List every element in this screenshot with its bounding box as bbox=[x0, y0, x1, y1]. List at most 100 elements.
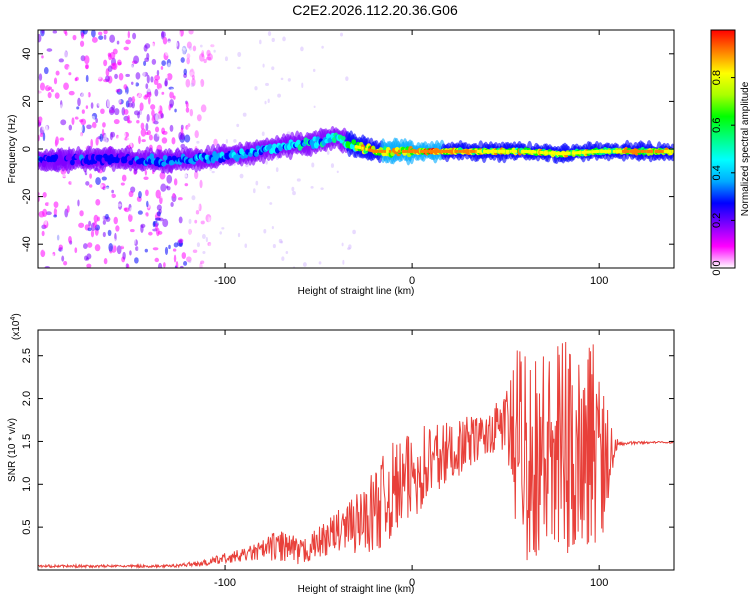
noise-blob bbox=[54, 92, 60, 99]
noise-blob bbox=[144, 248, 148, 253]
ridge-peak bbox=[564, 152, 567, 156]
noise-blob bbox=[265, 82, 269, 87]
noise-blob bbox=[188, 259, 192, 264]
noise-blob bbox=[175, 260, 179, 268]
snr-ytick-label: 2.0 bbox=[21, 391, 33, 406]
noise-blob bbox=[187, 51, 193, 57]
noise-blob bbox=[185, 244, 190, 251]
noise-blob bbox=[91, 127, 96, 136]
ridge-peak bbox=[434, 149, 438, 153]
ridge-peak bbox=[591, 150, 595, 154]
noise-blob bbox=[91, 115, 95, 121]
noise-blob bbox=[90, 230, 95, 238]
noise-blob bbox=[188, 228, 192, 235]
noise-blob bbox=[139, 234, 145, 243]
noise-blob bbox=[123, 84, 128, 90]
noise-blob bbox=[330, 163, 335, 168]
noise-blob bbox=[94, 244, 101, 252]
noise-blob bbox=[210, 186, 215, 191]
noise-blob bbox=[84, 55, 90, 65]
noise-blob bbox=[148, 231, 153, 236]
noise-blob bbox=[135, 246, 139, 251]
noise-blob bbox=[137, 210, 143, 215]
spectrogram-xlabel: Height of straight line (km) bbox=[298, 286, 415, 297]
ridge-peak bbox=[669, 149, 672, 153]
noise-blob bbox=[200, 78, 205, 88]
ridge-core bbox=[295, 139, 301, 145]
ridge-peak bbox=[413, 149, 417, 153]
noise-blob bbox=[100, 193, 104, 198]
noise-blob bbox=[47, 248, 53, 252]
noise-blob bbox=[44, 100, 51, 108]
noise-blob bbox=[150, 209, 157, 216]
ridge-peak bbox=[501, 149, 504, 153]
noise-blob bbox=[190, 232, 194, 236]
noise-blob bbox=[213, 49, 216, 53]
snr-ticks: -100 0 100 0.5 1.0 1.5 2.0 2.5 bbox=[21, 330, 674, 589]
snr-marks bbox=[38, 342, 674, 570]
ridge-peak bbox=[398, 149, 401, 153]
colorbar: 0.0 0.2 0.4 0.6 0.8 Normalized spectral ampl… bbox=[710, 29, 750, 276]
noise-blob bbox=[160, 94, 167, 103]
ridge-peak bbox=[646, 149, 650, 153]
noise-blob bbox=[144, 263, 150, 268]
ridge-core bbox=[170, 160, 176, 165]
noise-blob bbox=[115, 98, 122, 104]
noise-blob bbox=[184, 174, 188, 178]
ridge-peak bbox=[514, 149, 517, 153]
ridge-core bbox=[340, 135, 346, 141]
noise-blob bbox=[104, 134, 108, 139]
noise-blob bbox=[42, 57, 49, 65]
noise-blob bbox=[347, 247, 351, 251]
ridge-core bbox=[351, 139, 357, 145]
ridge-peak bbox=[627, 149, 630, 153]
ridge-peak bbox=[371, 149, 375, 153]
noise-blob bbox=[202, 251, 206, 254]
ridge-peak bbox=[633, 149, 637, 153]
noise-blob bbox=[169, 99, 175, 107]
noise-blob bbox=[186, 57, 190, 65]
noise-blob bbox=[79, 40, 85, 47]
noise-blob bbox=[86, 263, 92, 268]
noise-blob bbox=[90, 138, 94, 148]
ridge-peak bbox=[562, 152, 566, 156]
noise-blob bbox=[128, 97, 133, 103]
noise-blob bbox=[123, 132, 127, 138]
noise-blob bbox=[352, 229, 356, 235]
noise-blob bbox=[44, 265, 51, 268]
noise-blob bbox=[200, 143, 205, 151]
noise-blob bbox=[198, 103, 204, 111]
ridge-peak bbox=[543, 151, 546, 155]
ridge-peak bbox=[437, 149, 440, 153]
noise-blob bbox=[237, 232, 241, 238]
noise-blob bbox=[119, 67, 125, 73]
noise-blob bbox=[208, 131, 212, 136]
ridge-peak bbox=[637, 149, 641, 153]
noise-blob bbox=[296, 178, 301, 182]
noise-blob bbox=[348, 244, 352, 249]
ridge-peak bbox=[532, 150, 536, 154]
noise-blob bbox=[39, 132, 44, 138]
noise-blob bbox=[146, 74, 150, 84]
noise-blob bbox=[195, 235, 199, 245]
noise-blob bbox=[195, 80, 200, 86]
ridge-peak bbox=[603, 149, 606, 153]
noise-blob bbox=[134, 95, 140, 101]
noise-blob bbox=[71, 117, 75, 125]
snr-xtick-label: -100 bbox=[214, 577, 236, 589]
noise-blob bbox=[160, 183, 167, 192]
noise-blob bbox=[40, 249, 46, 258]
noise-blob bbox=[282, 36, 286, 42]
noise-blob bbox=[62, 70, 68, 75]
noise-blob bbox=[198, 203, 202, 212]
noise-blob bbox=[185, 101, 189, 108]
ridge-peak bbox=[425, 149, 428, 153]
noise-blob bbox=[141, 139, 146, 143]
ridge-peak bbox=[443, 149, 447, 153]
noise-blob bbox=[43, 67, 49, 75]
noise-blob bbox=[155, 32, 158, 37]
ridge-peak bbox=[380, 149, 384, 153]
ridge-peak bbox=[409, 149, 413, 153]
noise-blob bbox=[76, 254, 82, 259]
noise-blob bbox=[162, 218, 169, 228]
